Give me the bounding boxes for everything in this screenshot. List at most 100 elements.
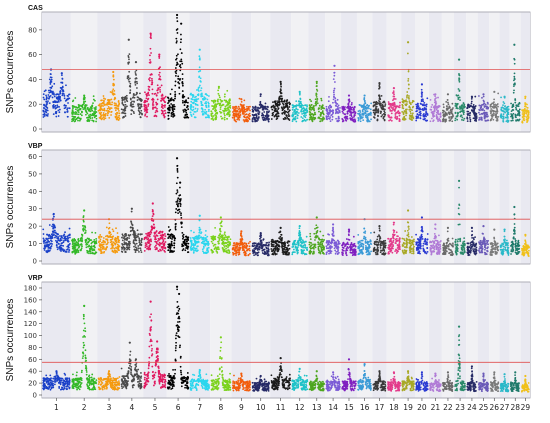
snp-peak-point	[175, 157, 179, 160]
snp-point	[272, 111, 275, 114]
snp-point	[124, 105, 126, 108]
snp-point	[181, 237, 184, 240]
snp-point	[169, 247, 171, 250]
snp-point	[156, 110, 159, 113]
snp-point	[184, 110, 187, 112]
snp-point	[50, 76, 53, 79]
snp-point	[114, 238, 116, 240]
snp-point	[68, 243, 70, 246]
snp-point	[257, 113, 260, 116]
snp-point	[210, 240, 213, 243]
snp-point	[131, 224, 134, 226]
snp-point	[277, 107, 280, 110]
snp-point	[192, 246, 195, 249]
snp-point	[512, 85, 515, 88]
snp-point	[134, 84, 137, 86]
snp-point	[349, 105, 352, 108]
snp-point	[152, 106, 154, 109]
snp-point	[285, 104, 288, 107]
snp-point	[130, 113, 133, 115]
snp-point	[183, 240, 186, 243]
snp-point	[158, 231, 161, 233]
snp-point	[289, 102, 291, 105]
snp-point	[206, 249, 208, 252]
snp-point	[262, 108, 265, 111]
snp-point	[155, 94, 158, 97]
snp-point	[171, 109, 174, 112]
snp-point	[248, 249, 251, 252]
snp-point	[408, 105, 411, 108]
snp-point	[384, 104, 387, 107]
snp-point	[87, 241, 90, 244]
snp-point	[480, 116, 483, 119]
snp-point	[145, 232, 148, 235]
snp-point	[408, 108, 411, 111]
snp-point	[148, 94, 150, 97]
chromosome-band-7	[189, 150, 211, 264]
snp-point	[257, 110, 260, 112]
snp-point	[314, 113, 317, 116]
snp-point	[257, 116, 260, 118]
snp-point	[105, 112, 107, 115]
snp-point	[403, 115, 406, 118]
snp-point	[470, 100, 473, 103]
snp-point	[124, 115, 127, 117]
snp-point	[48, 102, 51, 105]
snp-point	[458, 72, 460, 75]
snp-point	[161, 112, 164, 114]
snp-point	[94, 231, 97, 234]
snp-point	[56, 248, 59, 251]
snp-point	[198, 55, 201, 58]
snp-point	[101, 245, 104, 248]
chromosome-band-27	[499, 12, 510, 132]
snp-point	[176, 191, 179, 193]
snp-point	[237, 117, 240, 120]
snp-point	[100, 235, 102, 238]
snp-point	[467, 110, 470, 113]
snp-point	[459, 99, 461, 102]
snp-point	[128, 85, 131, 88]
snp-point	[54, 107, 57, 110]
y-axis-label: SNPs occurrences	[5, 31, 16, 114]
snp-point	[73, 106, 76, 108]
snp-point	[423, 101, 426, 104]
snp-point	[470, 98, 473, 100]
snp-point	[103, 118, 105, 121]
snp-point	[189, 111, 192, 114]
snp-point	[352, 109, 355, 111]
snp-point	[101, 99, 103, 102]
snp-point	[450, 110, 453, 113]
snp-point	[163, 100, 166, 103]
snp-point	[454, 117, 457, 120]
snp-point	[192, 113, 195, 116]
snp-point	[149, 61, 152, 64]
snp-point	[518, 108, 521, 111]
snp-point	[458, 89, 461, 92]
snp-point	[184, 249, 187, 252]
snp-point	[357, 110, 360, 113]
snp-point	[354, 119, 356, 122]
snp-point	[451, 102, 454, 105]
snp-point	[153, 115, 156, 118]
snp-point	[341, 107, 344, 110]
snp-point	[468, 114, 471, 117]
snp-point	[77, 111, 80, 114]
snp-point	[221, 247, 224, 249]
snp-point	[163, 109, 166, 112]
snp-point	[467, 105, 469, 107]
snp-point	[259, 106, 262, 109]
snp-point	[524, 105, 526, 108]
snp-point	[239, 103, 242, 106]
snp-point	[243, 109, 246, 112]
snp-point	[139, 247, 142, 250]
snp-point	[288, 109, 291, 112]
snp-point	[152, 223, 155, 226]
snp-point	[388, 119, 390, 122]
snp-point	[228, 98, 231, 101]
snp-point	[84, 229, 87, 232]
snp-point	[211, 112, 214, 115]
snp-point	[144, 91, 146, 94]
snp-point	[405, 114, 407, 117]
snp-point	[52, 113, 55, 115]
snp-point	[159, 88, 161, 91]
